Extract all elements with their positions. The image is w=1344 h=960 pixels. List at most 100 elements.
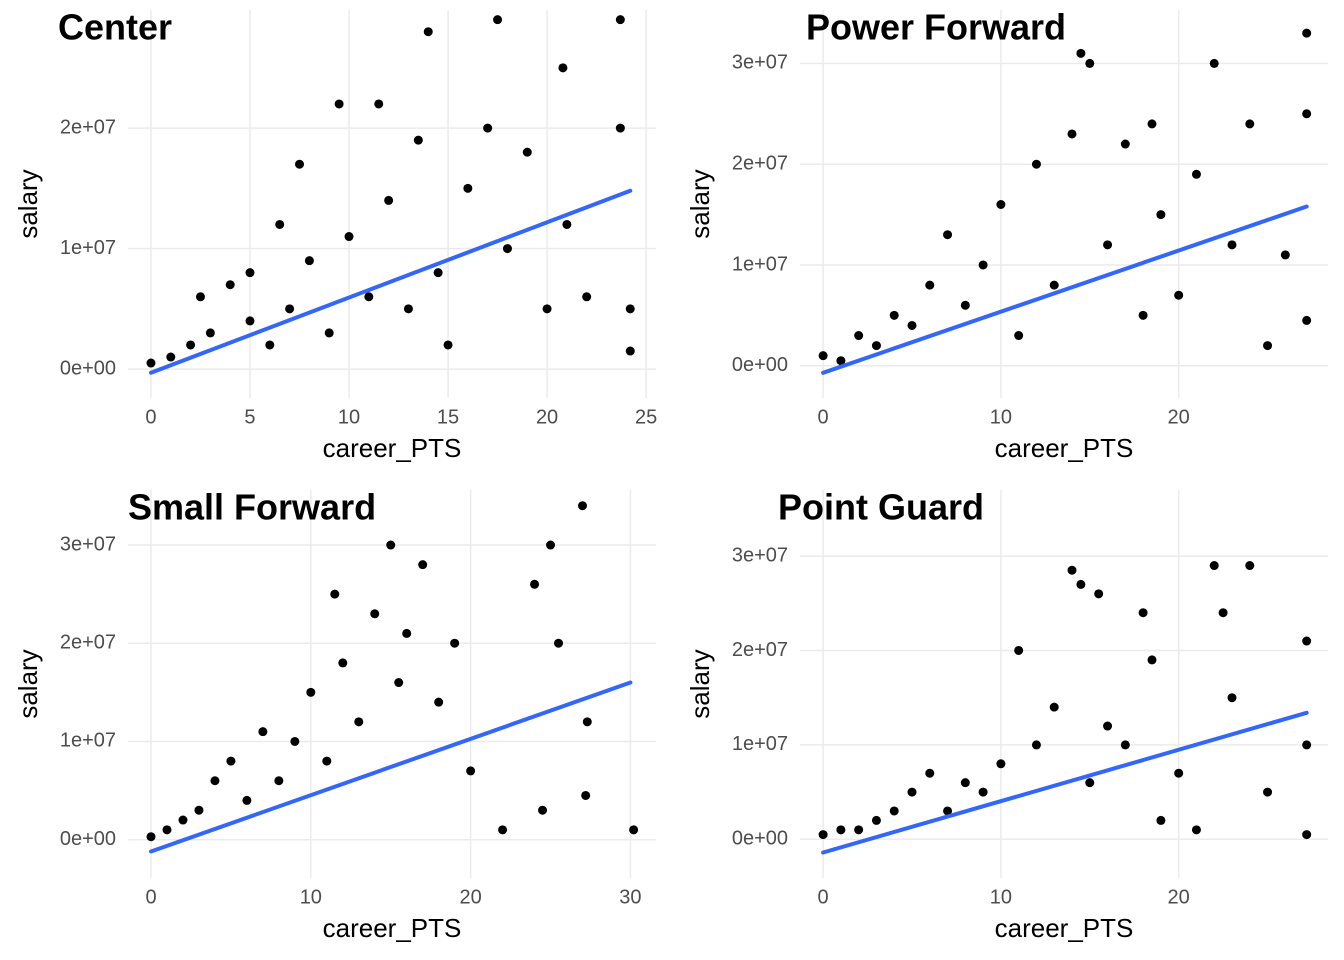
point — [384, 195, 394, 205]
y-tick-label: 0e+00 — [732, 354, 788, 376]
y-tick-label: 1e+07 — [60, 730, 116, 752]
point — [245, 316, 255, 326]
x-tick-label: 10 — [300, 886, 322, 908]
point — [493, 15, 503, 25]
point — [1103, 240, 1113, 250]
x-tick-label: 10 — [338, 406, 360, 428]
point — [1245, 561, 1255, 571]
point — [1227, 693, 1237, 703]
point — [498, 825, 508, 835]
y-tick-label: 2e+07 — [60, 632, 116, 654]
x-axis-label: career_PTS — [995, 913, 1134, 943]
point — [615, 15, 625, 25]
point — [146, 832, 156, 842]
point — [386, 540, 396, 550]
point — [978, 260, 988, 270]
y-tick-label: 0e+00 — [732, 828, 788, 850]
point — [907, 320, 917, 330]
point — [522, 147, 532, 157]
point — [1263, 341, 1273, 351]
point — [258, 727, 268, 737]
y-tick-label: 0e+00 — [60, 357, 116, 379]
point — [1138, 310, 1148, 320]
point — [629, 825, 639, 835]
x-tick-label: 10 — [990, 886, 1012, 908]
point — [354, 717, 364, 727]
point — [210, 776, 220, 786]
panel-title: Center — [58, 7, 172, 48]
point — [581, 790, 591, 800]
point — [960, 300, 970, 310]
point — [836, 825, 846, 835]
x-axis-label: career_PTS — [323, 913, 462, 943]
point — [1209, 561, 1219, 571]
point — [1209, 58, 1219, 68]
y-axis-label: salary — [13, 649, 43, 718]
x-tick-label: 20 — [459, 886, 481, 908]
y-axis-label: salary — [685, 169, 715, 238]
y-tick-label: 2e+07 — [732, 152, 788, 174]
point — [871, 341, 881, 351]
point — [1076, 48, 1086, 58]
x-tick-label: 30 — [619, 886, 641, 908]
y-tick-label: 3e+07 — [732, 52, 788, 74]
y-tick-label: 2e+07 — [732, 639, 788, 661]
point — [1156, 815, 1166, 825]
point — [394, 678, 404, 688]
point — [582, 717, 592, 727]
point — [1031, 740, 1041, 750]
point — [836, 356, 846, 366]
point — [978, 787, 988, 797]
point — [1147, 655, 1157, 665]
point — [322, 756, 332, 766]
point — [1147, 119, 1157, 129]
point — [1245, 119, 1255, 129]
y-tick-label: 3e+07 — [732, 544, 788, 566]
x-axis-label: career_PTS — [323, 433, 462, 463]
point — [226, 756, 236, 766]
point — [1049, 280, 1059, 290]
point — [889, 806, 899, 816]
point — [433, 268, 443, 278]
point — [1031, 159, 1041, 169]
point — [1302, 315, 1312, 325]
y-axis-label: salary — [13, 169, 43, 238]
point — [1103, 721, 1113, 731]
point — [1156, 210, 1166, 220]
fit-line — [148, 188, 633, 375]
point — [871, 815, 881, 825]
point — [306, 687, 316, 697]
x-tick-label: 20 — [536, 406, 558, 428]
point — [225, 280, 235, 290]
point — [290, 736, 300, 746]
x-tick-label: 20 — [1168, 406, 1190, 428]
point — [996, 200, 1006, 210]
x-tick-label: 25 — [635, 406, 657, 428]
x-tick-label: 5 — [244, 406, 255, 428]
point — [1174, 290, 1184, 300]
point — [538, 805, 548, 815]
point — [265, 340, 275, 350]
point — [542, 304, 552, 314]
y-tick-label: 2e+07 — [60, 116, 116, 138]
point — [166, 352, 176, 362]
point — [1191, 169, 1201, 179]
point — [274, 776, 284, 786]
point — [502, 244, 512, 254]
x-axis-label: career_PTS — [995, 433, 1134, 463]
y-tick-label: 1e+07 — [732, 253, 788, 275]
y-tick-label: 0e+00 — [60, 828, 116, 850]
point — [1302, 636, 1312, 646]
x-tick-label: 0 — [818, 886, 829, 908]
x-tick-label: 0 — [145, 886, 156, 908]
point — [562, 219, 572, 229]
point — [530, 579, 540, 589]
point — [818, 830, 828, 840]
point — [1302, 109, 1312, 119]
point — [205, 328, 215, 338]
y-tick-label: 3e+07 — [60, 533, 116, 555]
point — [245, 268, 255, 278]
point — [186, 340, 196, 350]
point — [1227, 240, 1237, 250]
point — [1302, 28, 1312, 38]
